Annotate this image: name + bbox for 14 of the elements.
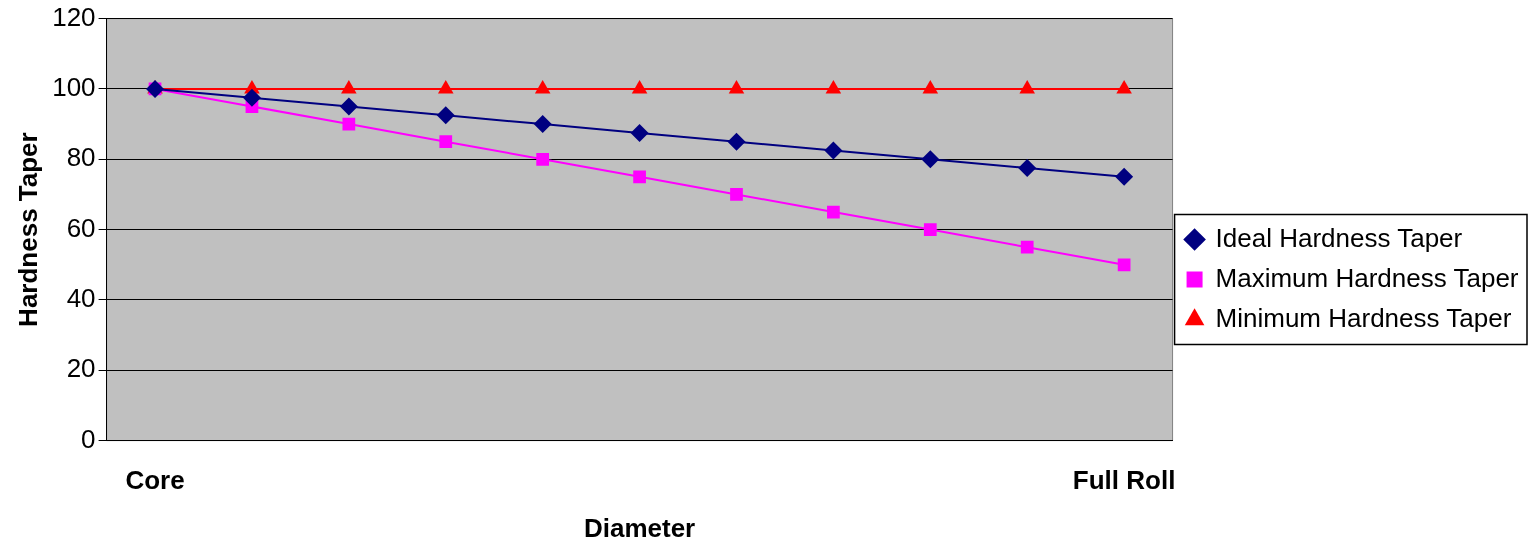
x-axis-title: Diameter [583, 512, 696, 543]
y-tick-label: 20 [66, 353, 96, 384]
x-tick-label: Full Roll [1072, 465, 1176, 496]
y-tick-label: 40 [66, 283, 96, 314]
y-tick-label: 100 [52, 72, 96, 103]
legend-label: Maximum Hardness Taper [1215, 262, 1519, 293]
y-tick-label: 0 [81, 423, 96, 454]
y-tick-label: 60 [66, 212, 96, 243]
y-tick-label: 120 [52, 1, 96, 32]
y-tick-label: 80 [66, 142, 96, 173]
legend-label: Ideal Hardness Taper [1215, 222, 1463, 253]
y-axis-title: Hardness Taper [12, 132, 43, 327]
legend-label: Minimum Hardness Taper [1215, 302, 1512, 333]
x-tick-label: Core [125, 465, 185, 496]
